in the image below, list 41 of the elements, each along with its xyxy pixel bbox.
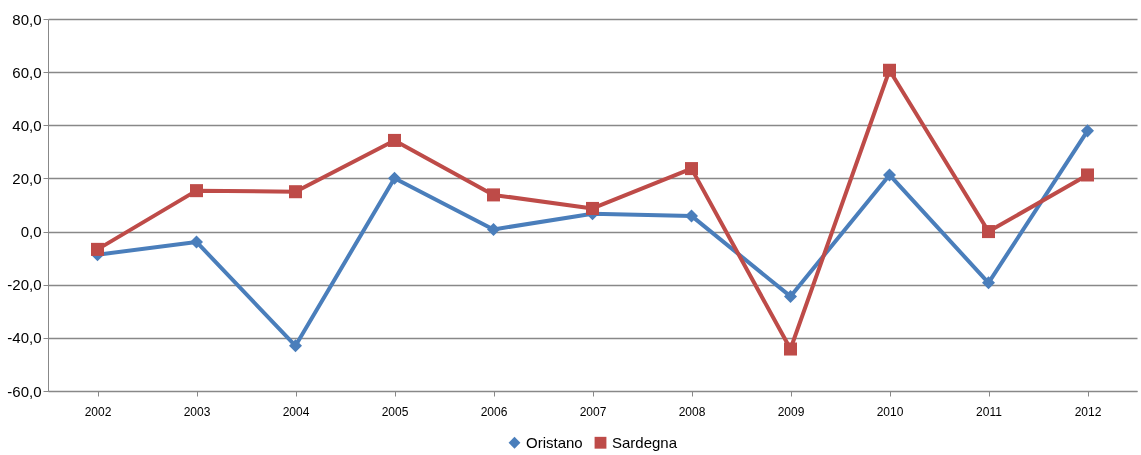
y-tick-label: 60,0 — [12, 63, 42, 81]
point — [981, 276, 996, 290]
legend-label: Sardegna — [612, 433, 678, 451]
point — [783, 342, 798, 356]
point — [882, 168, 897, 182]
y-tick-label: -60,0 — [7, 382, 42, 400]
point — [1080, 124, 1095, 138]
y-tick-label: 80,0 — [12, 10, 42, 28]
x-tick-label: 2002 — [84, 404, 112, 419]
x-tick-label: 2005 — [381, 404, 409, 419]
point — [288, 339, 303, 353]
point — [387, 133, 402, 147]
x-tick-label: 2006 — [480, 404, 508, 419]
point — [783, 289, 798, 303]
point — [387, 171, 402, 185]
x-tick-label: 2011 — [976, 404, 1003, 419]
x-tick-label: 2008 — [678, 404, 706, 419]
point — [882, 63, 897, 77]
point — [684, 162, 699, 176]
y-tick-label: 40,0 — [12, 116, 42, 134]
y-tick-label: 20,0 — [12, 169, 42, 187]
point — [486, 188, 501, 202]
y-tick-label: 0,0 — [20, 223, 42, 241]
point — [90, 242, 105, 256]
x-tick-label: 2003 — [183, 404, 211, 419]
x-tick-label: 2012 — [1074, 404, 1102, 419]
point — [486, 222, 501, 236]
x-tick-label: 2007 — [579, 404, 607, 419]
x-tick-label: 2010 — [876, 404, 904, 419]
point — [189, 184, 204, 198]
y-tick-label: -40,0 — [7, 329, 42, 347]
x-tick-label: 2009 — [777, 404, 805, 419]
point — [1080, 168, 1095, 182]
point — [288, 185, 303, 199]
point — [981, 225, 996, 239]
y-tick-label: -20,0 — [7, 276, 42, 294]
legend-label: Oristano — [526, 433, 583, 451]
point — [585, 201, 600, 215]
x-tick-label: 2004 — [282, 404, 310, 419]
point — [189, 235, 204, 249]
point — [684, 209, 699, 223]
